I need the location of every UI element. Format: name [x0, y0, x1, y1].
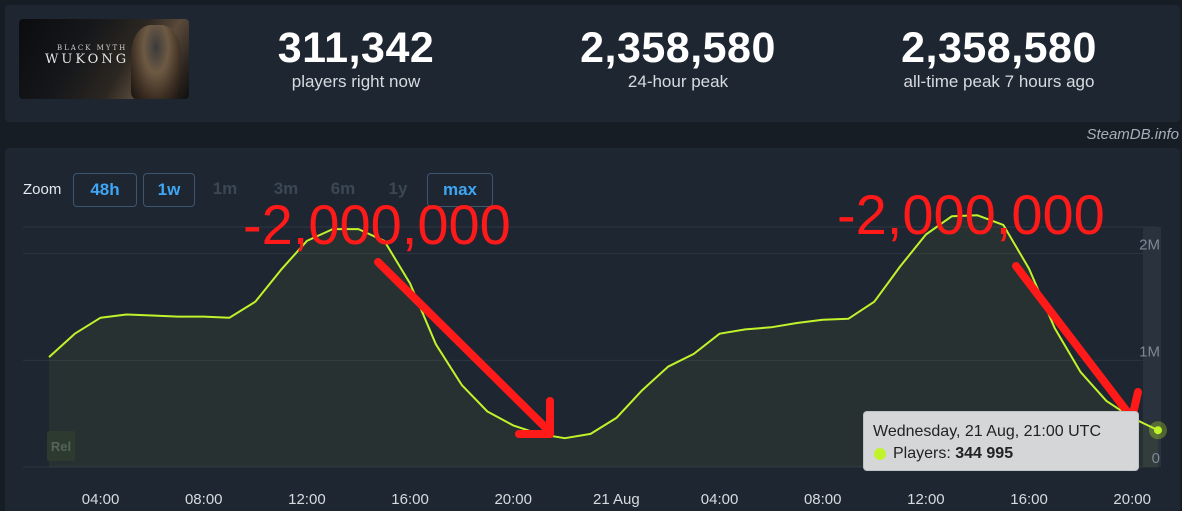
x-tick-label: 12:00: [288, 491, 326, 508]
y-tick-label: 0: [1152, 450, 1160, 467]
x-tick-label: 16:00: [1010, 491, 1048, 508]
tooltip-players-line: Players: 344 995: [893, 445, 1013, 463]
x-tick-label: 04:00: [701, 491, 739, 508]
annotation-text-left: -2,000,000: [243, 193, 511, 256]
y-tick-label: 1M: [1139, 343, 1160, 360]
game-thumbnail[interactable]: BLACK MYTH WUKONG: [19, 19, 189, 99]
game-title-small: BLACK MYTH: [57, 44, 128, 52]
zoom-max-button[interactable]: max: [427, 173, 493, 207]
annotation-arrowhead-left: [515, 397, 554, 438]
zoom-1m-button[interactable]: 1m: [212, 179, 238, 198]
stat-value: 2,358,580: [580, 24, 776, 72]
rel-button-label: Rel: [51, 439, 71, 454]
annotation-text-right: -2,000,000: [837, 183, 1105, 246]
rel-button[interactable]: [47, 431, 75, 461]
x-tick-label: 08:00: [804, 491, 842, 508]
stat-label: all-time peak 7 hours ago: [903, 72, 1095, 91]
stat-label: 24-hour peak: [627, 72, 729, 91]
y-tick-label: 2M: [1139, 237, 1160, 254]
stat-value: 311,342: [277, 24, 435, 72]
zoom-1y-button[interactable]: 1y: [388, 179, 408, 198]
x-tick-label: 21 Aug: [593, 491, 640, 508]
stat-value: 2,358,580: [901, 24, 1097, 72]
zoom-label: Zoom: [23, 181, 62, 198]
stat-all-time-peak: 2,358,580 all-time peak 7 hours ago: [868, 26, 1130, 92]
x-tick-label: 08:00: [185, 491, 223, 508]
annotation-arrow-left: [374, 258, 550, 432]
navigator-scrollbar[interactable]: [1143, 227, 1161, 467]
chart-tooltip: Wednesday, 21 Aug, 21:00 UTC Players: 34…: [863, 411, 1139, 471]
game-art-figure: [131, 25, 181, 99]
zoom-6m-button[interactable]: 6m: [330, 179, 356, 198]
zoom-48h-button[interactable]: 48h: [73, 173, 137, 207]
annotation-arrow-right: [1012, 262, 1136, 422]
x-tick-label: 04:00: [82, 491, 120, 508]
tooltip-date: Wednesday, 21 Aug, 21:00 UTC: [873, 423, 1101, 440]
stat-current-players: 311,342 players right now: [256, 26, 456, 92]
zoom-3m-button[interactable]: 3m: [273, 179, 299, 198]
x-tick-label: 16:00: [391, 491, 429, 508]
hover-point: [1154, 426, 1162, 435]
series-color-dot: [874, 448, 886, 460]
stat-label: players right now: [291, 72, 421, 91]
game-title-big: WUKONG: [45, 52, 130, 67]
x-tick-label: 12:00: [907, 491, 945, 508]
series-area: [49, 215, 1158, 467]
x-tick-label: 20:00: [1113, 491, 1151, 508]
tooltip-value: 344 995: [955, 445, 1014, 462]
x-tick-label: 20:00: [494, 491, 532, 508]
stats-panel: [5, 5, 1180, 122]
stat-24h-peak: 2,358,580 24-hour peak: [548, 26, 808, 92]
zoom-1w-button[interactable]: 1w: [143, 173, 195, 207]
series-line: [48, 214, 1159, 440]
tooltip-series-label: Players:: [893, 445, 951, 462]
steamdb-credit[interactable]: SteamDB.info: [1086, 126, 1179, 143]
